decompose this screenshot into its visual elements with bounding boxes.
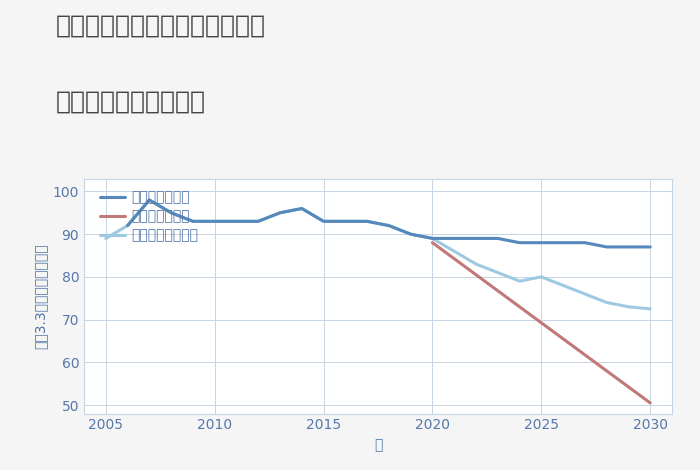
グッドシナリオ xyxy=(341,219,349,224)
グッドシナリオ xyxy=(254,219,262,224)
ノーマルシナリオ xyxy=(276,210,284,216)
ノーマルシナリオ xyxy=(123,223,132,228)
グッドシナリオ xyxy=(298,206,306,212)
グッドシナリオ xyxy=(537,240,545,245)
ノーマルシナリオ xyxy=(472,261,480,267)
グッドシナリオ xyxy=(123,223,132,228)
Legend: グッドシナリオ, バッドシナリオ, ノーマルシナリオ: グッドシナリオ, バッドシナリオ, ノーマルシナリオ xyxy=(97,188,202,245)
グッドシナリオ xyxy=(385,223,393,228)
グッドシナリオ xyxy=(211,219,219,224)
グッドシナリオ xyxy=(581,240,589,245)
ノーマルシナリオ xyxy=(298,206,306,212)
ノーマルシナリオ xyxy=(428,235,437,241)
グッドシナリオ xyxy=(428,235,437,241)
ノーマルシナリオ xyxy=(559,282,567,288)
グッドシナリオ xyxy=(450,235,459,241)
バッドシナリオ xyxy=(646,400,654,406)
ノーマルシナリオ xyxy=(407,231,415,237)
グッドシナリオ xyxy=(515,240,524,245)
ノーマルシナリオ xyxy=(450,249,459,254)
グッドシナリオ xyxy=(494,235,502,241)
ノーマルシナリオ xyxy=(385,223,393,228)
バッドシナリオ xyxy=(428,240,437,245)
ノーマルシナリオ xyxy=(494,270,502,275)
ノーマルシナリオ xyxy=(515,278,524,284)
ノーマルシナリオ xyxy=(319,219,328,224)
Line: ノーマルシナリオ: ノーマルシナリオ xyxy=(106,200,650,309)
ノーマルシナリオ xyxy=(624,304,633,310)
Text: 中古戸建ての価格推移: 中古戸建ての価格推移 xyxy=(56,89,206,113)
Line: グッドシナリオ: グッドシナリオ xyxy=(127,200,650,247)
Y-axis label: 坪（3.3㎡）単価（万円）: 坪（3.3㎡）単価（万円） xyxy=(33,243,47,349)
ノーマルシナリオ xyxy=(537,274,545,280)
グッドシナリオ xyxy=(189,219,197,224)
ノーマルシナリオ xyxy=(603,300,611,306)
ノーマルシナリオ xyxy=(341,219,349,224)
グッドシナリオ xyxy=(363,219,371,224)
ノーマルシナリオ xyxy=(189,219,197,224)
グッドシナリオ xyxy=(603,244,611,250)
グッドシナリオ xyxy=(319,219,328,224)
ノーマルシナリオ xyxy=(145,197,153,203)
グッドシナリオ xyxy=(232,219,241,224)
グッドシナリオ xyxy=(646,244,654,250)
Text: 兵庫県姫路市飾磨区今在家北の: 兵庫県姫路市飾磨区今在家北の xyxy=(56,14,266,38)
グッドシナリオ xyxy=(145,197,153,203)
グッドシナリオ xyxy=(407,231,415,237)
グッドシナリオ xyxy=(167,210,175,216)
X-axis label: 年: 年 xyxy=(374,438,382,452)
ノーマルシナリオ xyxy=(254,219,262,224)
ノーマルシナリオ xyxy=(211,219,219,224)
ノーマルシナリオ xyxy=(581,291,589,297)
ノーマルシナリオ xyxy=(646,306,654,312)
グッドシナリオ xyxy=(472,235,480,241)
ノーマルシナリオ xyxy=(363,219,371,224)
ノーマルシナリオ xyxy=(232,219,241,224)
Line: バッドシナリオ: バッドシナリオ xyxy=(433,243,650,403)
グッドシナリオ xyxy=(559,240,567,245)
ノーマルシナリオ xyxy=(102,235,110,241)
グッドシナリオ xyxy=(276,210,284,216)
グッドシナリオ xyxy=(624,244,633,250)
ノーマルシナリオ xyxy=(167,210,175,216)
